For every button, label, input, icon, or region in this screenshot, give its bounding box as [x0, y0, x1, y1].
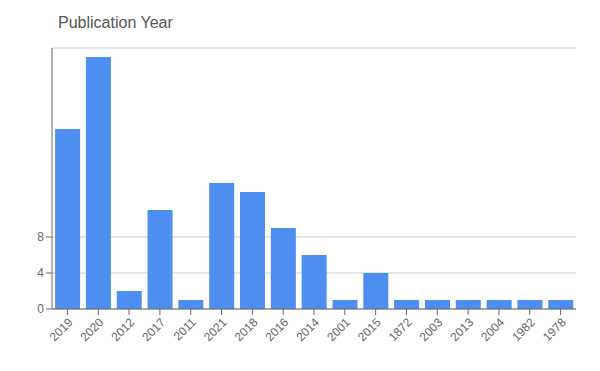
svg-text:1982: 1982 [509, 315, 538, 344]
svg-text:2015: 2015 [355, 315, 384, 344]
svg-text:4: 4 [37, 266, 44, 280]
svg-text:8: 8 [37, 230, 44, 244]
svg-text:2012: 2012 [108, 315, 137, 344]
svg-text:2016: 2016 [263, 315, 292, 344]
svg-text:2001: 2001 [324, 315, 353, 344]
svg-text:2004: 2004 [478, 315, 507, 344]
svg-text:2020: 2020 [78, 315, 107, 344]
svg-text:2021: 2021 [201, 315, 230, 344]
svg-text:0: 0 [37, 302, 44, 316]
svg-text:2013: 2013 [447, 315, 476, 344]
svg-text:2017: 2017 [139, 315, 168, 344]
svg-text:1872: 1872 [386, 315, 415, 344]
svg-text:1978: 1978 [540, 315, 569, 344]
svg-text:2019: 2019 [47, 315, 76, 344]
svg-text:2014: 2014 [293, 315, 322, 344]
svg-text:2011: 2011 [171, 315, 199, 343]
svg-text:2003: 2003 [417, 315, 446, 344]
svg-text:2018: 2018 [232, 315, 261, 344]
html-text:Publication Year: Publication Year [58, 14, 173, 31]
